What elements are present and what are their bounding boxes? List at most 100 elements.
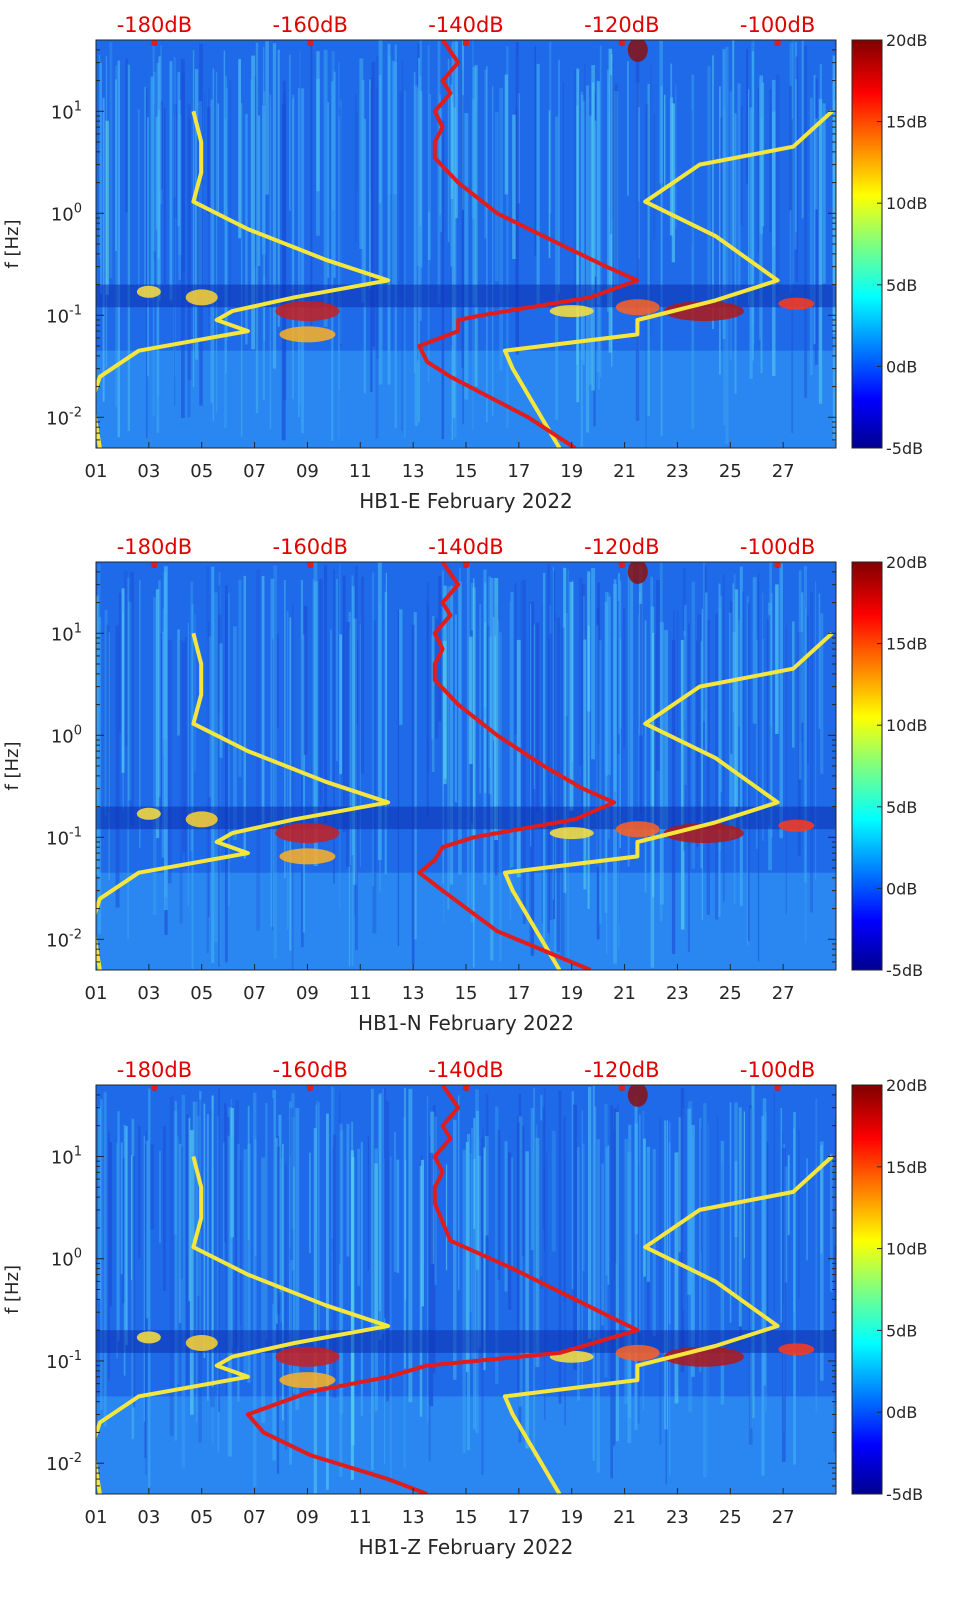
energy-spot (279, 1372, 336, 1389)
streak (217, 1116, 220, 1452)
streak (390, 1156, 392, 1478)
streak (190, 581, 194, 852)
streak (339, 634, 342, 775)
y-axis-label: f [Hz] (2, 1265, 23, 1314)
streak (420, 1159, 425, 1307)
streak (630, 565, 634, 832)
streak (265, 1103, 268, 1341)
streak (332, 1134, 337, 1398)
noise-model-curve (502, 631, 834, 970)
streak (153, 104, 156, 262)
streak (617, 1102, 619, 1291)
streak (542, 572, 546, 946)
streak (161, 631, 165, 858)
top-tick-marker (151, 562, 158, 568)
streak (583, 639, 587, 890)
streak (351, 1121, 354, 1359)
streak (198, 101, 203, 295)
streak (769, 89, 772, 232)
streak (534, 46, 537, 256)
streak (192, 1101, 196, 1247)
streak (599, 640, 602, 925)
streak (243, 1149, 248, 1378)
streak (638, 107, 640, 202)
streak (123, 1124, 126, 1376)
streak (818, 1164, 820, 1383)
streak (454, 41, 458, 219)
streak (814, 118, 818, 210)
streak (377, 562, 382, 861)
streak (450, 109, 454, 346)
top-axis-tick-label: -160dB (273, 13, 348, 37)
streak (748, 89, 750, 306)
streak (749, 107, 753, 379)
streak (820, 613, 824, 774)
streak (607, 592, 611, 840)
streak (419, 76, 422, 226)
x-tick-label: 17 (507, 461, 530, 482)
streak (734, 589, 739, 807)
streak (492, 617, 495, 741)
streak (163, 1126, 166, 1292)
streak (508, 1152, 512, 1310)
energy-spot (136, 285, 161, 298)
streak (122, 1158, 125, 1304)
x-axis-label: HB1-E February 2022 (359, 489, 573, 513)
streak (485, 1092, 489, 1331)
streak (615, 1112, 619, 1442)
streak (498, 620, 500, 806)
streak (618, 626, 621, 925)
streak (130, 571, 135, 826)
colorbar (851, 1084, 883, 1495)
streak (339, 1130, 344, 1414)
streak (255, 42, 259, 413)
streak (563, 1116, 566, 1302)
energy-spot (615, 299, 660, 316)
streak (97, 564, 101, 931)
streak (100, 1099, 103, 1410)
streak (250, 79, 253, 234)
streak (99, 54, 101, 258)
streak (265, 41, 269, 195)
streak (730, 601, 733, 754)
x-tick-label: 23 (666, 461, 689, 482)
streak (286, 611, 289, 931)
streak (397, 610, 400, 946)
streak (143, 1135, 146, 1422)
streak (194, 614, 196, 772)
streak (203, 1103, 206, 1359)
panel-2: 01 03 05 07 09 11 13 15 17 19 21 23 25 27 HB1-N Februa… (2, 535, 928, 1035)
x-tick-label: 11 (349, 461, 372, 482)
streak (225, 585, 228, 963)
streak (645, 104, 649, 198)
streak (253, 1092, 257, 1487)
y-tick-label: 10-2 (46, 1451, 82, 1475)
streak (282, 93, 287, 401)
streak (558, 1090, 562, 1404)
streak (592, 1085, 595, 1461)
streak (814, 78, 818, 365)
streak (303, 605, 308, 755)
streak (382, 1088, 385, 1334)
streak (583, 595, 585, 822)
streak (719, 86, 721, 375)
streak (443, 640, 447, 785)
streak (313, 581, 318, 866)
streak (108, 632, 110, 880)
streak (453, 1119, 457, 1380)
streak (289, 1155, 291, 1250)
energy-spot (615, 1344, 660, 1361)
streak (387, 43, 391, 385)
streak (525, 1151, 529, 1449)
streak (437, 41, 441, 304)
streak (610, 1105, 613, 1479)
streak (530, 601, 535, 956)
streak (346, 621, 350, 867)
streak (194, 69, 199, 360)
x-tick-label: 09 (296, 983, 319, 1004)
streak (284, 1164, 288, 1450)
streak (806, 1158, 808, 1261)
streak (691, 110, 694, 246)
streak (664, 630, 669, 832)
streak (257, 115, 261, 266)
